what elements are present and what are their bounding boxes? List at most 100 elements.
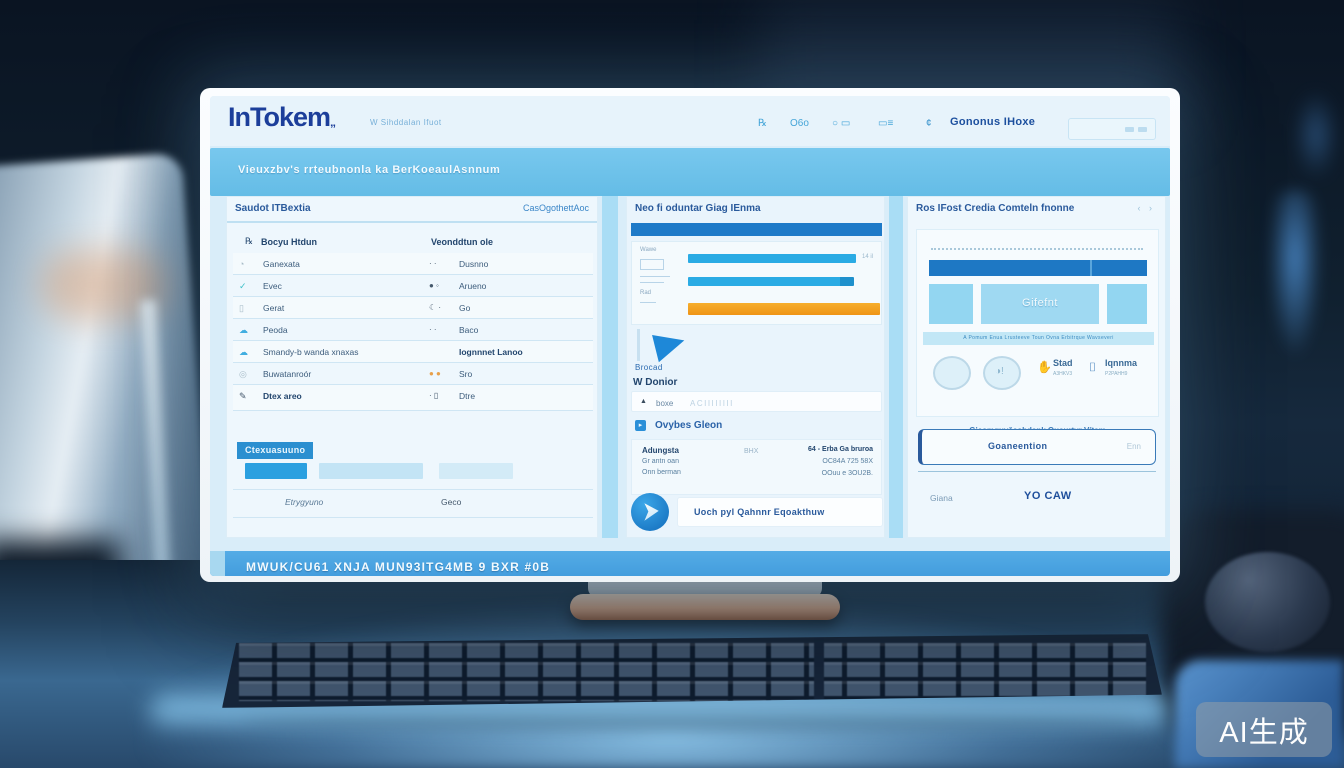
primary-mini-button[interactable] [245,463,307,479]
secondary-mini-button[interactable] [319,463,423,479]
gift-label: Gifefnt [1022,297,1058,309]
notification-banner: Vieuxzbv's rrteubnonla ka BerKoeaulAsnnu… [210,148,1170,196]
right-panel-footer-link[interactable]: YO CAW [1024,490,1072,502]
table-row[interactable]: ◔ Ganexata · · Dusnno [233,253,593,275]
promo-code-hint: Enn [1126,442,1141,451]
cta-label: Uoch pyl Qahnnr Eqoakthuw [694,507,825,517]
search-input[interactable] [1068,118,1156,140]
pager-arrows[interactable]: ‹ › [1137,203,1155,213]
promo-header-notch [1090,260,1093,276]
divider [227,221,597,223]
brand-sub: A3HKV3 [1053,371,1073,377]
right-panel-footer-label: Giana [930,493,953,503]
promo-code-label: Goaneention [988,441,1048,451]
panel-divider-strip [602,196,618,538]
nav-menu-label[interactable]: Gononus IHoxe [950,116,1036,128]
app-logo: InTokem„ [228,102,336,133]
detail-center: BHX [744,448,759,455]
input-value: ACIIIIIIII [690,399,734,408]
row-status-icon: ◎ [239,369,247,379]
checkbox-link-row[interactable]: ▸ Ovybes Gleon [631,419,882,435]
row-status-icon: ◔ [239,259,245,269]
nav-refresh-icon[interactable]: ¢ [926,118,932,129]
app-logo-tagline: W Sihddalan Ifuot [370,118,442,127]
ai-watermark: AI生成 [1196,702,1332,757]
partner-logos-row: ◑! ✋ Stad A3HKV3 ⌷ Iqnnma P2PAHH9 [927,354,1151,396]
desk-object-sphere [1205,552,1330,652]
brand-name: Stad [1053,358,1073,368]
table-row[interactable]: ✎ Dtex areo · ▯ Dtre [233,385,593,411]
section-header-bar [631,223,882,236]
screen-footer-bar: MWUK/CU61 XNJA MUN93ITG4MB 9 BXR #0B [210,551,1170,576]
input-label: boxe [656,399,674,408]
divider [918,471,1156,472]
monitor: InTokem„ W Sihddalan Ifuot ℞ O6o ○ ▭ ▭≡ … [200,88,1180,582]
detail-line3: Onn berman [642,469,681,476]
row-right-icon: · · [429,325,437,334]
hand-icon: ✋ [1037,360,1052,374]
table-row[interactable]: ✓ Evec ● ◦ Arueno [233,275,593,297]
play-triangle-icon [652,327,688,363]
progress-bar-orange [688,303,880,315]
mini-line [640,282,664,283]
keyboard-gap [814,634,825,708]
nav-shapes-icon[interactable]: ○ ▭ [832,118,851,129]
left-panel-title: Saudot ITBextia [235,203,311,214]
divider [233,489,593,490]
row-left-label: Smandy-b wanda xnaxas [263,347,359,357]
row-right-label: Go [459,303,471,313]
brand-name: Iqnnma [1105,358,1138,368]
detail-right3: OOuu e 3OU2B. [821,470,873,477]
panel-list: Saudot ITBextia CasOgothettAoc ℞ Bocyu H… [226,196,598,538]
nav-search-icon[interactable]: ℞ [758,118,767,129]
promo-code-input[interactable]: Goaneention Enn [918,429,1156,465]
promo-tile-left [929,284,973,324]
app-header: InTokem„ W Sihddalan Ifuot ℞ O6o ○ ▭ ▭≡ … [210,96,1170,146]
domain-input[interactable]: ▲ boxe ACIIIIIIII [631,391,882,412]
middle-panel-title: Neo fi oduntar Giag IEnma [635,203,761,214]
table-row[interactable]: ☁ Peoda · · Baco [233,319,593,341]
details-card: Adungsta Gr antn oan Onn berman BHX 64 -… [631,439,882,495]
mini-label-bottom: Rad [640,290,652,296]
panel-promo: Ros IFost Credia Comteln fnonne ‹ › Gife… [907,196,1166,538]
monitor-stand-base [570,594,840,620]
brand-caption: Brocad [635,363,663,372]
panel-divider-strip [889,196,903,538]
left-panel-footer-value: Geco [441,497,462,507]
row-left-label: Evec [263,281,282,291]
panel-feed: Neo fi oduntar Giag IEnma Wawe Rad 14 il [626,196,885,538]
brand-sub: P2PAHH9 [1105,371,1128,377]
detail-line1: Adungsta [642,446,679,455]
table-row[interactable]: ☁ Smandy-b wanda xnaxas Iognnnet Lanoo [233,341,593,363]
footer-lead-block [210,551,225,576]
table-row[interactable]: ◎ Buwatanroór ● ● Sro [233,363,593,385]
row-right-label: Sro [459,369,473,379]
bar-value: 14 il [862,254,874,260]
partner-logo-circle: ◑! [983,356,1021,390]
app-circle-wedge [644,503,659,521]
dotted-ruler [931,248,1143,250]
link-label: Ovybes Gleon [655,420,723,431]
promo-strip: A Pomum Enua Lrusteeve Toun Ovna Erbitrq… [923,332,1154,345]
background-blue-smoke [1296,90,1336,180]
nav-share-icon[interactable]: O6o [790,118,809,129]
mini-line [640,302,656,303]
nav-card-icon[interactable]: ▭≡ [878,118,894,129]
cta-button[interactable]: Uoch pyl Qahnnr Eqoakthuw [677,497,883,527]
column2-header: Veonddtun ole [431,237,493,247]
left-panel-action-link[interactable]: CasOgothettAoc [522,203,589,213]
promo-card: Gifefnt A Pomum Enua Lrusteeve Toun Ovna… [916,229,1159,435]
row-right-label: Dusnno [459,259,489,269]
row-right-label: Iognnnet Lanoo [459,347,523,357]
right-panel-title: Ros IFost Credia Comteln fnonne [916,203,1075,214]
partner-logo-glyph: ◑! [995,366,1004,377]
row-right-icon: ● ◦ [429,281,439,290]
footer-text: MWUK/CU61 XNJA MUN93ITG4MB 9 BXR #0B [246,560,551,574]
tertiary-mini-button[interactable] [439,463,513,479]
table-row[interactable]: ▯ Gerat ☾ · Go [233,297,593,319]
status-badge[interactable]: Ctexuasuuno [237,442,314,459]
background-blue-smoke [1268,190,1322,360]
row-right-label: Dtre [459,391,476,401]
row-status-icon: ✓ [239,281,247,291]
